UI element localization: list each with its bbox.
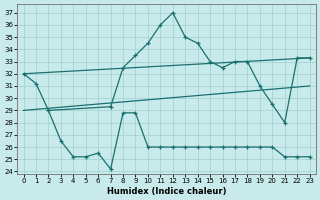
X-axis label: Humidex (Indice chaleur): Humidex (Indice chaleur) — [107, 187, 226, 196]
